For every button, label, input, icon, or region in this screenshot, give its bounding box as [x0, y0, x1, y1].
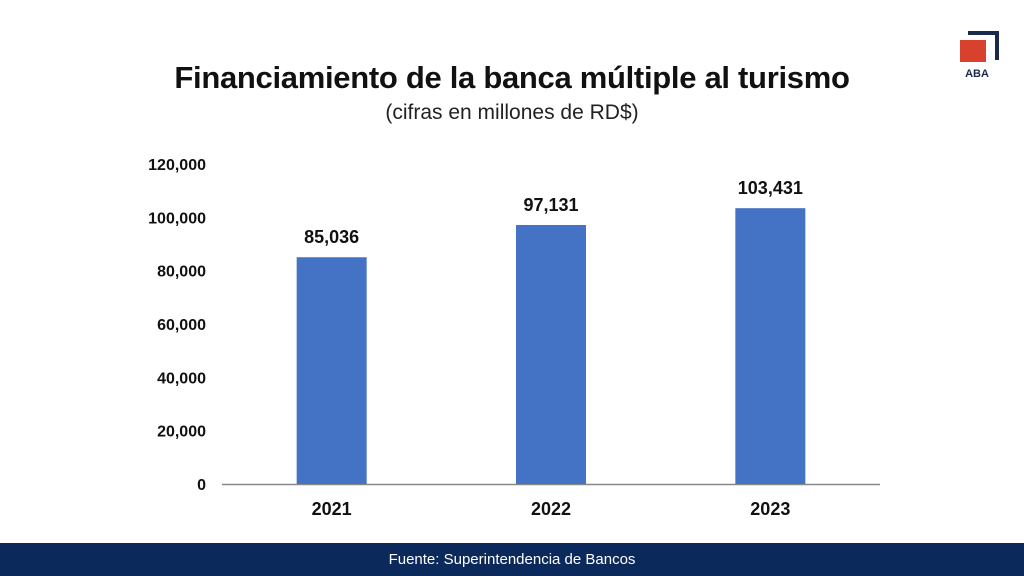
logo-frame: [968, 31, 999, 60]
y-tick-label: 0: [197, 477, 206, 494]
x-axis: 2021 2022 2023: [312, 499, 791, 519]
y-axis: 0 20,000 40,000 60,000 80,000 100,000 120,000: [148, 157, 206, 494]
x-tick-label: 2023: [750, 499, 790, 519]
y-tick-label: 120,000: [148, 157, 206, 174]
y-tick-label: 60,000: [157, 317, 206, 334]
aba-logo-mark: [960, 31, 999, 62]
x-tick-label: 2021: [312, 499, 352, 519]
y-tick-label: 80,000: [157, 264, 206, 281]
aba-logo: ABA: [960, 30, 1000, 82]
data-label: 103,431: [738, 178, 803, 198]
y-tick-label: 20,000: [157, 424, 206, 441]
chart-title: Financiamiento de la banca múltiple al t…: [174, 60, 850, 95]
footer-bar: Fuente: Superintendencia de Bancos: [0, 543, 1024, 576]
data-label: 97,131: [523, 195, 578, 215]
bar-2023: [735, 208, 806, 484]
bar-2022: [516, 224, 586, 484]
bar-chart: 020,00040,00060,00080,000100,000120,000 …: [148, 157, 880, 519]
y-tick-label: 100,000: [148, 210, 206, 227]
x-tick-label: 2022: [531, 499, 571, 519]
source-note: Fuente: Superintendencia de Bancos: [388, 551, 636, 568]
y-tick-label: 40,000: [157, 370, 206, 387]
logo-text: ABA: [965, 68, 989, 80]
bars: 85,036 97,131 103,431: [296, 178, 806, 484]
chart-subtitle: (cifras en millones de RD$): [385, 101, 639, 124]
logo-square: [960, 40, 986, 62]
bar-2021: [296, 257, 367, 484]
data-label: 85,036: [304, 227, 359, 247]
